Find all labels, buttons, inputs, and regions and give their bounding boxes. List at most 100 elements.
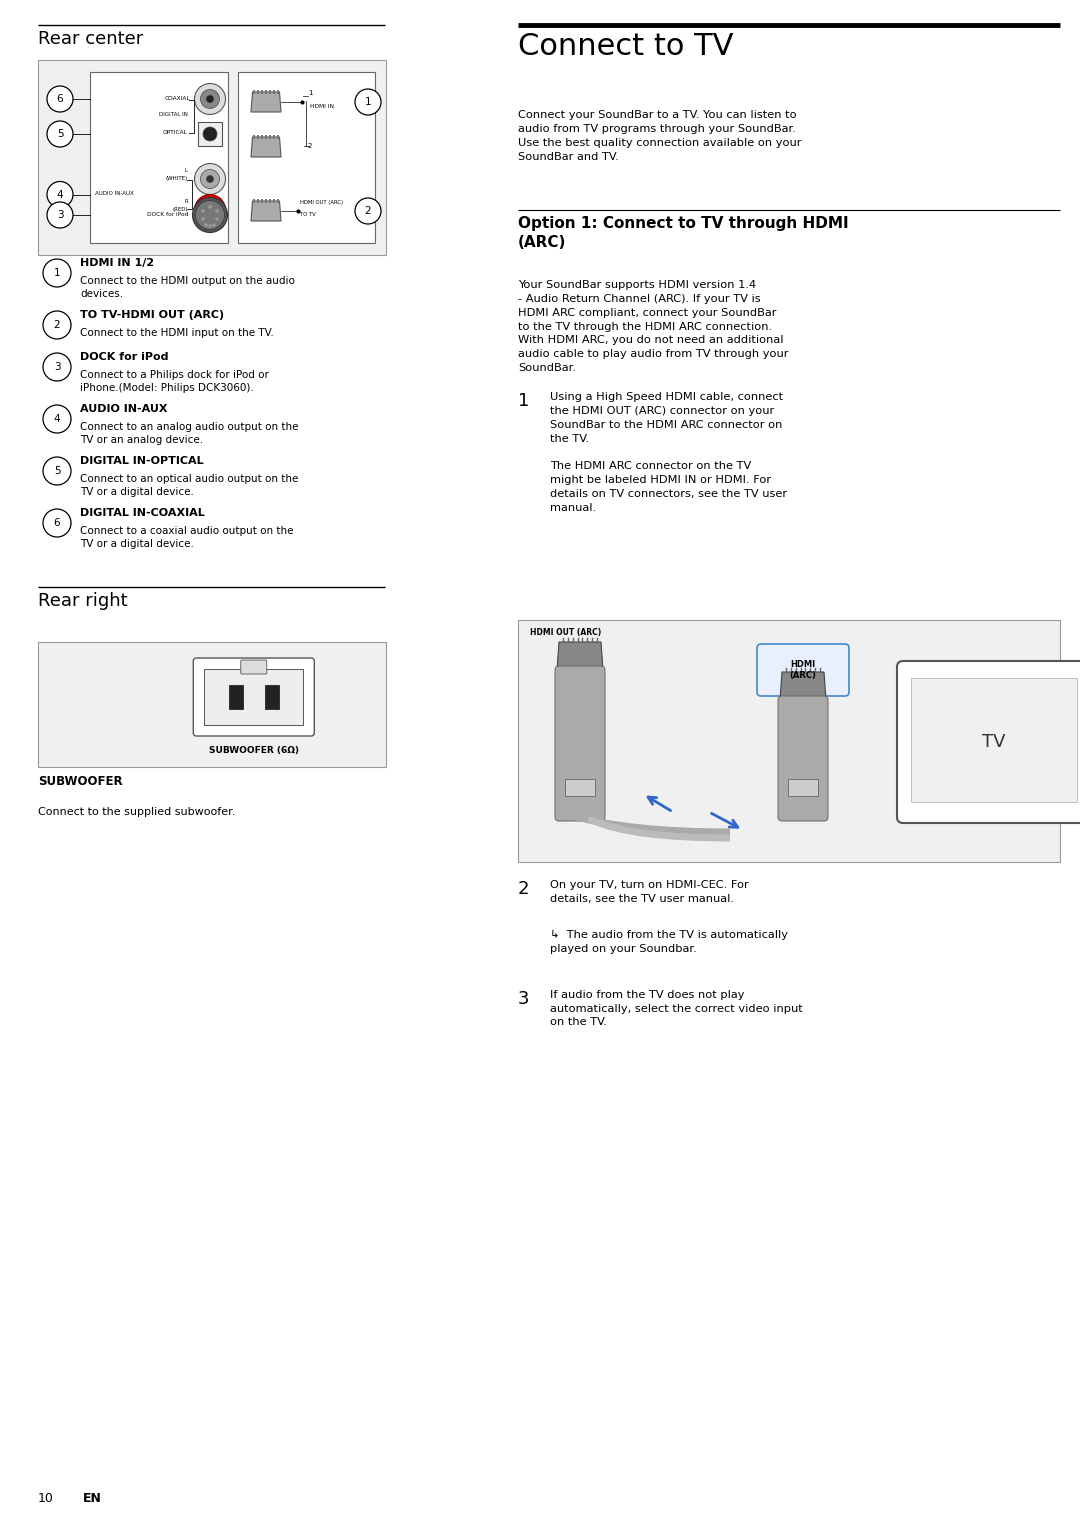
Text: (RED): (RED)	[173, 208, 188, 212]
Text: HDMI
(ARC): HDMI (ARC)	[789, 660, 816, 680]
Text: 3: 3	[56, 211, 64, 220]
Circle shape	[48, 202, 73, 228]
FancyBboxPatch shape	[38, 60, 386, 255]
Text: Connect to the supplied subwoofer.: Connect to the supplied subwoofer.	[38, 806, 235, 817]
Bar	[253, 199, 255, 203]
Text: 1: 1	[365, 98, 372, 107]
Circle shape	[43, 260, 71, 287]
Bar	[273, 90, 275, 93]
Text: HDMI IN: HDMI IN	[310, 104, 334, 108]
Circle shape	[203, 127, 217, 140]
FancyBboxPatch shape	[193, 658, 314, 736]
Bar	[273, 134, 275, 139]
Text: Rear right: Rear right	[38, 592, 127, 609]
Circle shape	[204, 223, 207, 228]
Text: AUDIO IN-AUX: AUDIO IN-AUX	[80, 405, 167, 414]
Text: Using a High Speed HDMI cable, connect
the HDMI OUT (ARC) connector on your
Soun: Using a High Speed HDMI cable, connect t…	[550, 392, 787, 513]
FancyBboxPatch shape	[38, 641, 386, 767]
Circle shape	[43, 312, 71, 339]
Bar	[276, 134, 280, 139]
Text: DOCK for iPod: DOCK for iPod	[147, 212, 188, 217]
Text: 2: 2	[308, 144, 312, 150]
Text: HDMI OUT (ARC): HDMI OUT (ARC)	[300, 200, 343, 205]
Bar	[265, 686, 279, 709]
Text: 1: 1	[308, 90, 312, 96]
Circle shape	[194, 84, 226, 115]
Bar	[257, 90, 259, 93]
Text: HDMI OUT (ARC): HDMI OUT (ARC)	[530, 628, 602, 637]
Text: DIGITAL IN-COAXIAL: DIGITAL IN-COAXIAL	[80, 508, 205, 518]
Bar	[265, 134, 267, 139]
Circle shape	[194, 163, 226, 194]
Text: 1: 1	[54, 269, 60, 278]
Text: SUBWOOFER (6Ω): SUBWOOFER (6Ω)	[208, 747, 299, 754]
Bar	[276, 199, 280, 203]
Polygon shape	[251, 202, 281, 221]
Text: 3: 3	[518, 989, 529, 1008]
Text: TO TV-HDMI OUT (ARC): TO TV-HDMI OUT (ARC)	[80, 310, 225, 321]
Polygon shape	[251, 137, 281, 157]
FancyBboxPatch shape	[518, 620, 1059, 863]
Bar	[265, 90, 267, 93]
Circle shape	[208, 224, 212, 228]
FancyBboxPatch shape	[238, 72, 375, 243]
Circle shape	[48, 182, 73, 208]
Circle shape	[192, 197, 228, 232]
Text: 2: 2	[518, 880, 529, 898]
Bar	[260, 90, 264, 93]
Bar	[269, 134, 271, 139]
Text: 6: 6	[54, 518, 60, 528]
Text: Connect your SoundBar to a TV. You can listen to
audio from TV programs through : Connect your SoundBar to a TV. You can l…	[518, 110, 801, 162]
Text: Connect to TV: Connect to TV	[518, 32, 733, 61]
Text: 2: 2	[54, 321, 60, 330]
Circle shape	[48, 86, 73, 111]
FancyBboxPatch shape	[778, 696, 828, 822]
Text: 2: 2	[365, 206, 372, 215]
Circle shape	[201, 217, 205, 221]
Text: R: R	[185, 199, 188, 205]
Text: On your TV, turn on HDMI-CEC. For
details, see the TV user manual.: On your TV, turn on HDMI-CEC. For detail…	[550, 880, 748, 904]
Bar	[269, 199, 271, 203]
Polygon shape	[557, 641, 603, 670]
FancyBboxPatch shape	[241, 660, 267, 673]
FancyBboxPatch shape	[198, 122, 222, 147]
Text: Connect to a Philips dock for iPod or
iPhone.(Model: Philips DCK3060).: Connect to a Philips dock for iPod or iP…	[80, 370, 269, 392]
FancyBboxPatch shape	[788, 779, 818, 796]
Circle shape	[201, 209, 205, 212]
FancyBboxPatch shape	[757, 644, 849, 696]
Text: 5: 5	[56, 128, 64, 139]
Text: EN: EN	[83, 1492, 102, 1506]
Bar	[253, 134, 255, 139]
Polygon shape	[780, 672, 826, 699]
Circle shape	[206, 176, 214, 183]
Bar	[253, 90, 255, 93]
Text: Connect to the HDMI output on the audio
devices.: Connect to the HDMI output on the audio …	[80, 276, 295, 299]
Bar	[257, 199, 259, 203]
FancyBboxPatch shape	[204, 669, 303, 725]
Text: DIGITAL IN-OPTICAL: DIGITAL IN-OPTICAL	[80, 457, 204, 466]
Bar	[260, 134, 264, 139]
Circle shape	[195, 200, 225, 229]
Text: 5: 5	[54, 466, 60, 476]
Text: 3: 3	[54, 362, 60, 373]
FancyBboxPatch shape	[555, 666, 605, 822]
Circle shape	[201, 90, 219, 108]
Circle shape	[215, 217, 219, 221]
Polygon shape	[251, 92, 281, 111]
FancyBboxPatch shape	[565, 779, 595, 796]
Text: Option 1: Connect to TV through HDMI
(ARC): Option 1: Connect to TV through HDMI (AR…	[518, 215, 849, 250]
Text: 6: 6	[56, 95, 64, 104]
Text: DIGITAL IN: DIGITAL IN	[159, 113, 188, 118]
Circle shape	[48, 121, 73, 147]
Circle shape	[43, 457, 71, 486]
Circle shape	[201, 169, 219, 188]
Bar	[273, 199, 275, 203]
FancyBboxPatch shape	[897, 661, 1080, 823]
Bar	[265, 199, 267, 203]
Circle shape	[215, 209, 219, 212]
Text: Connect to a coaxial audio output on the
TV or a digital device.: Connect to a coaxial audio output on the…	[80, 525, 294, 550]
Text: DOCK for iPod: DOCK for iPod	[80, 353, 168, 362]
Text: TO TV: TO TV	[300, 212, 315, 217]
Text: 1: 1	[518, 392, 529, 411]
Text: TV: TV	[982, 733, 1005, 751]
